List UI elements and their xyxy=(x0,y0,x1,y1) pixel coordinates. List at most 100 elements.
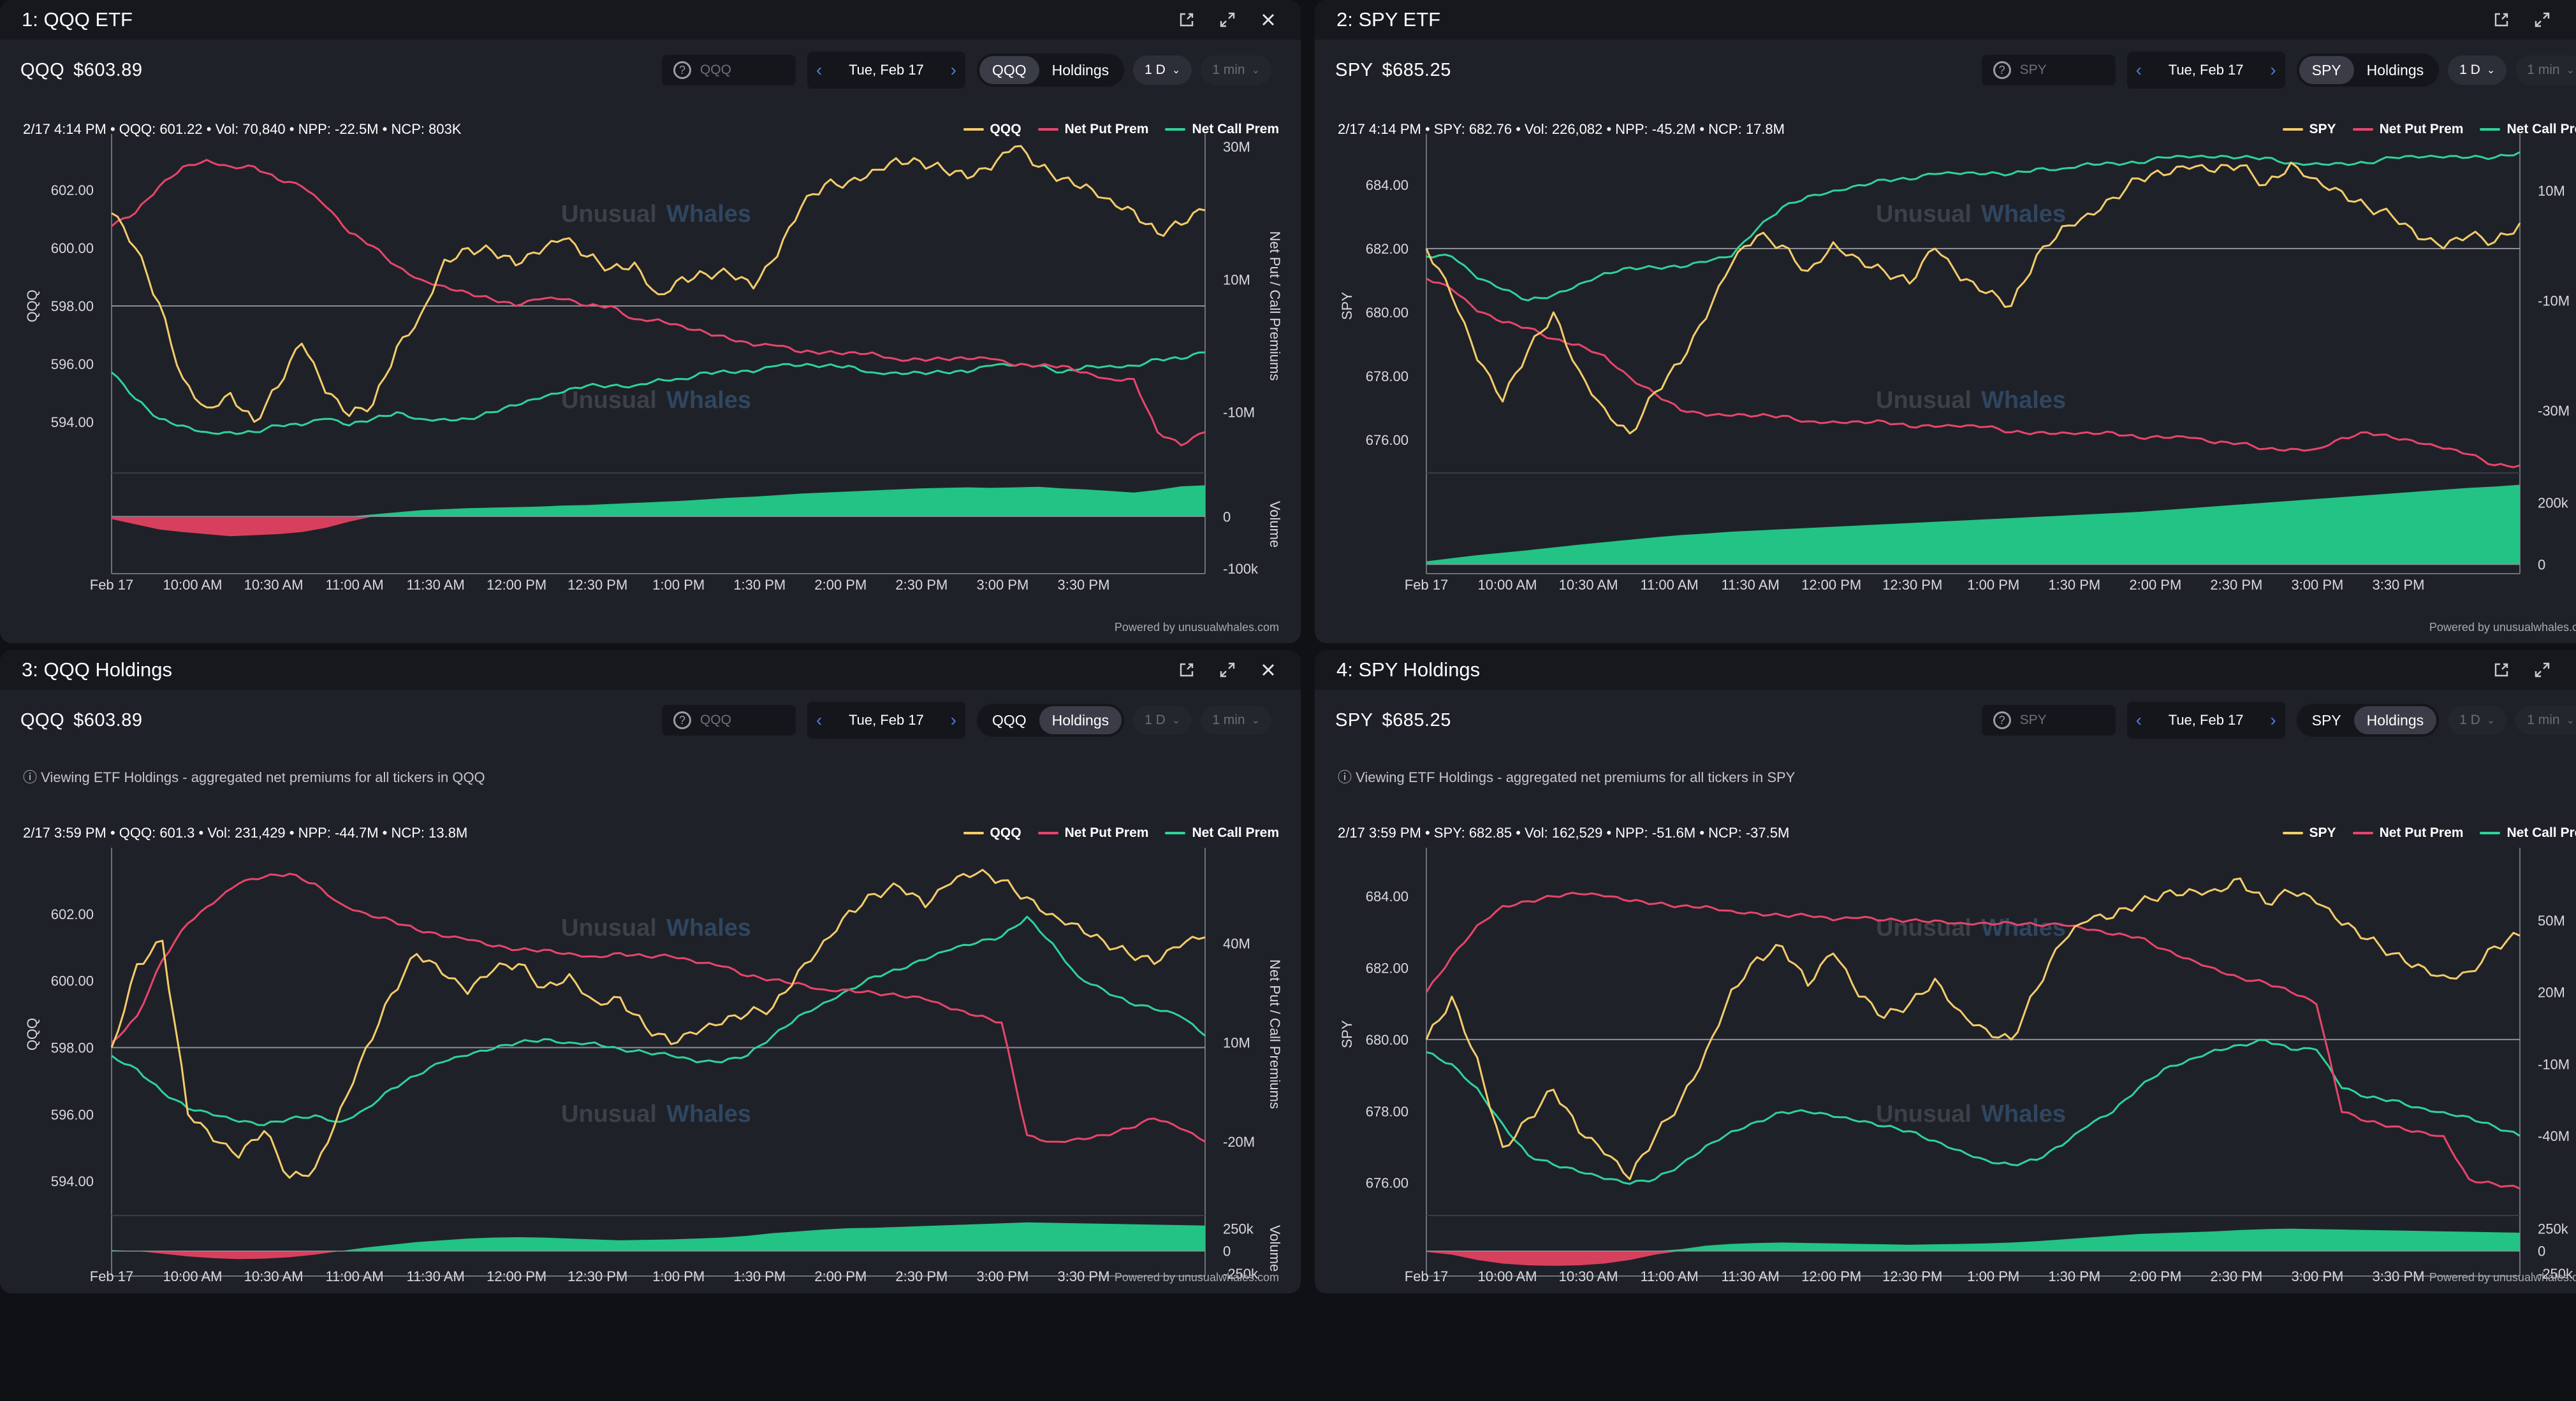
mode-holdings-button[interactable]: Holdings xyxy=(2366,61,2424,78)
mode-etf-button[interactable]: QQQ xyxy=(979,56,1039,84)
expand-icon[interactable] xyxy=(1217,659,1238,681)
y-tick-label: 678.00 xyxy=(1366,1103,1409,1119)
legend-call-label: Net Call Prem xyxy=(2506,122,2576,136)
ticker-search-input[interactable]: ? QQQ xyxy=(661,55,796,85)
mode-toggle[interactable]: QQQ Holdings xyxy=(976,54,1125,87)
legend-put-label: Net Put Prem xyxy=(1064,122,1149,136)
range-dropdown[interactable]: 1 D ⌄ xyxy=(1133,706,1192,735)
legend-call[interactable]: Net Call Prem xyxy=(2480,122,2576,137)
x-tick-label: 11:00 AM xyxy=(325,1268,383,1284)
watermark-text: Whales xyxy=(1981,387,2066,414)
ticker-search-input[interactable]: ? SPY xyxy=(1981,705,2116,736)
x-tick-label: 12:30 PM xyxy=(1882,577,1942,593)
ticker-symbol: SPY xyxy=(1335,59,1373,80)
legend-price[interactable]: SPY xyxy=(2282,122,2336,137)
x-tick-label: 10:00 AM xyxy=(1478,577,1537,593)
chevron-right-icon[interactable]: › xyxy=(2270,710,2276,730)
mode-toggle[interactable]: QQQ Holdings xyxy=(976,704,1125,737)
legend-put-label: Net Put Prem xyxy=(1064,825,1149,840)
expand-icon[interactable] xyxy=(1217,9,1238,31)
watermark-text: Unusual xyxy=(1876,201,1972,228)
chevron-left-icon[interactable]: ‹ xyxy=(816,710,823,730)
legend-call[interactable]: Net Call Prem xyxy=(1165,825,1279,841)
mode-etf-button[interactable]: SPY xyxy=(2311,711,2341,729)
mode-toggle[interactable]: SPY Holdings xyxy=(2296,704,2440,737)
volume-tick-label: -100k xyxy=(1223,561,1259,577)
holdings-info-text: Viewing ETF Holdings - aggregated net pr… xyxy=(41,769,485,785)
legend-call[interactable]: Net Call Prem xyxy=(1165,122,1279,137)
mode-toggle[interactable]: SPY Holdings xyxy=(2296,54,2440,87)
y-tick-label: 598.00 xyxy=(51,298,94,314)
legend-price[interactable]: QQQ xyxy=(963,122,1021,137)
date-label: Tue, Feb 17 xyxy=(849,62,924,78)
chevron-right-icon[interactable]: › xyxy=(2270,60,2276,80)
ticker-symbol: QQQ xyxy=(20,59,65,80)
legend-put[interactable]: Net Put Prem xyxy=(2352,825,2463,841)
legend-price[interactable]: SPY xyxy=(2282,825,2336,841)
legend-put[interactable]: Net Put Prem xyxy=(1037,825,1149,841)
panel-titlebar: 3: QQQ Holdings xyxy=(0,650,1301,690)
chevron-left-icon[interactable]: ‹ xyxy=(2135,710,2142,730)
date-selector[interactable]: ‹ Tue, Feb 17 › xyxy=(807,702,965,739)
stats-legend-row: 2/17 4:14 PM • SPY: 682.76 • Vol: 226,08… xyxy=(1338,121,2576,138)
popout-icon[interactable] xyxy=(1176,659,1197,681)
chevron-right-icon[interactable]: › xyxy=(950,710,956,730)
y2-tick-label: 20M xyxy=(2538,985,2565,1001)
y-tick-label: 598.00 xyxy=(51,1040,94,1056)
legend-put[interactable]: Net Put Prem xyxy=(2352,122,2463,137)
popout-icon[interactable] xyxy=(2491,9,2512,31)
range-dropdown[interactable]: 1 D ⌄ xyxy=(1133,55,1192,85)
legend-put[interactable]: Net Put Prem xyxy=(1037,122,1149,137)
mode-etf-button[interactable]: SPY xyxy=(2299,56,2354,84)
legend-call[interactable]: Net Call Prem xyxy=(2480,825,2576,841)
interval-dropdown[interactable]: 1 min ⌄ xyxy=(2515,55,2576,85)
interval-value: 1 min xyxy=(1212,713,1245,727)
x-tick-label: 1:30 PM xyxy=(733,577,786,593)
x-tick-label: 3:00 PM xyxy=(976,577,1028,593)
expand-icon[interactable] xyxy=(2531,659,2553,681)
info-icon: ⓘ xyxy=(1338,769,1356,785)
chart-svg[interactable]: Unusual Whales Unusual Whales 594.00 596.00 59… xyxy=(0,0,1301,643)
date-selector[interactable]: ‹ Tue, Feb 17 › xyxy=(807,52,965,89)
chevron-left-icon[interactable]: ‹ xyxy=(816,60,823,80)
close-icon[interactable] xyxy=(1257,659,1279,681)
legend-put-swatch xyxy=(1037,832,1058,834)
legend-price-swatch xyxy=(963,832,984,834)
chevron-right-icon[interactable]: › xyxy=(950,60,956,80)
popout-icon[interactable] xyxy=(2491,659,2512,681)
ticker-search-input[interactable]: ? QQQ xyxy=(661,705,796,736)
search-icon: ? xyxy=(1993,61,2011,79)
x-tick-label: 1:30 PM xyxy=(2048,1268,2100,1284)
interval-dropdown[interactable]: 1 min ⌄ xyxy=(2515,706,2576,735)
x-tick-label: 1:30 PM xyxy=(2048,577,2100,593)
ticker-price: SPY $685.25 xyxy=(1335,710,1982,731)
date-selector[interactable]: ‹ Tue, Feb 17 › xyxy=(2126,52,2285,89)
range-dropdown[interactable]: 1 D ⌄ xyxy=(2448,55,2507,85)
y-tick-label: 596.00 xyxy=(51,1107,94,1122)
chevron-left-icon[interactable]: ‹ xyxy=(2135,60,2142,80)
x-tick-label: 12:00 PM xyxy=(1801,577,1861,593)
range-dropdown[interactable]: 1 D ⌄ xyxy=(2448,706,2507,735)
popout-icon[interactable] xyxy=(1176,9,1197,31)
mode-holdings-button[interactable]: Holdings xyxy=(1051,61,1109,78)
watermark-text: Unusual xyxy=(561,1101,657,1128)
mode-holdings-button[interactable]: Holdings xyxy=(1039,706,1122,734)
mode-holdings-button[interactable]: Holdings xyxy=(2353,706,2437,734)
date-selector[interactable]: ‹ Tue, Feb 17 › xyxy=(2126,702,2285,739)
watermark-text: Whales xyxy=(1981,915,2066,941)
chart-svg[interactable]: Unusual Whales Unusual Whales 594.00 596.00 59… xyxy=(0,650,1301,1293)
mode-etf-button[interactable]: QQQ xyxy=(992,711,1027,729)
ticker-search-input[interactable]: ? SPY xyxy=(1981,55,2116,85)
volume-area-negative xyxy=(112,1251,1205,1259)
x-tick-label: 3:30 PM xyxy=(1057,1268,1109,1284)
interval-dropdown[interactable]: 1 min ⌄ xyxy=(1201,706,1271,735)
interval-dropdown[interactable]: 1 min ⌄ xyxy=(1201,55,1271,85)
legend-price[interactable]: QQQ xyxy=(963,825,1021,841)
expand-icon[interactable] xyxy=(2531,9,2553,31)
close-icon[interactable] xyxy=(1257,9,1279,31)
volume-area-negative xyxy=(112,516,1205,537)
y2-tick-label: -20M xyxy=(1223,1134,1255,1150)
panel-titlebar: 4: SPY Holdings xyxy=(1315,650,2576,690)
